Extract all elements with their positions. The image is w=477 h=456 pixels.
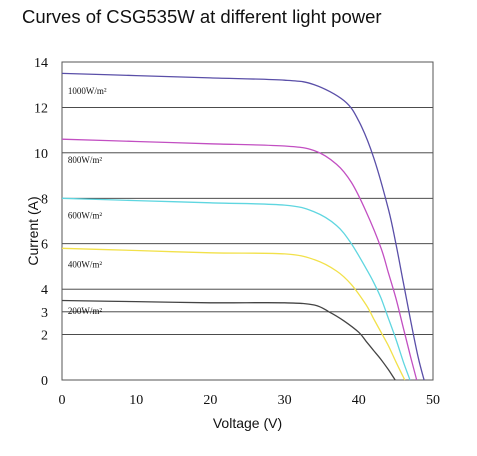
plot-frame [61, 61, 434, 381]
y-tick-label-4: 6 [41, 238, 48, 253]
series-line-4 [61, 299, 396, 381]
y-axis-label: Current (A) [25, 196, 41, 265]
ticks-group: 0 10 20 30 40 50 0 2 3 4 6 8 10 12 14 [34, 56, 440, 408]
curve-label-1: 800W/m² [68, 155, 102, 165]
y-tick-label-3: 4 [41, 283, 48, 298]
y-tick-label-8: 14 [34, 56, 48, 71]
annotations-group: 1000W/m² 800W/m² 600W/m² 400W/m² 200W/m² [68, 86, 107, 316]
series-line-2 [61, 197, 411, 381]
x-tick-label-30: 30 [278, 393, 292, 408]
y-tick-label-2: 3 [41, 306, 48, 321]
series-line-1 [61, 138, 418, 381]
curve-label-0: 1000W/m² [68, 86, 107, 96]
chart-title: Curves of CSG535W at different light pow… [22, 6, 382, 27]
y-tick-label-5: 8 [41, 192, 48, 207]
series-line-3 [61, 247, 406, 381]
series-line-0 [61, 72, 425, 381]
curve-label-4: 200W/m² [68, 306, 102, 316]
x-axis-label: Voltage (V) [213, 415, 282, 431]
x-tick-label-0: 0 [59, 393, 66, 408]
x-tick-label-20: 20 [203, 393, 217, 408]
x-tick-label-40: 40 [352, 393, 366, 408]
y-tick-label-0: 0 [41, 374, 48, 389]
curve-label-3: 400W/m² [68, 260, 102, 270]
y-tick-label-6: 10 [34, 147, 48, 162]
x-tick-label-10: 10 [129, 393, 143, 408]
curve-label-2: 600W/m² [68, 211, 102, 221]
y-tick-label-1: 2 [41, 329, 48, 344]
y-tick-label-7: 12 [34, 101, 48, 116]
x-tick-label-50: 50 [426, 393, 440, 408]
series-group [61, 72, 425, 381]
grid [62, 61, 433, 336]
